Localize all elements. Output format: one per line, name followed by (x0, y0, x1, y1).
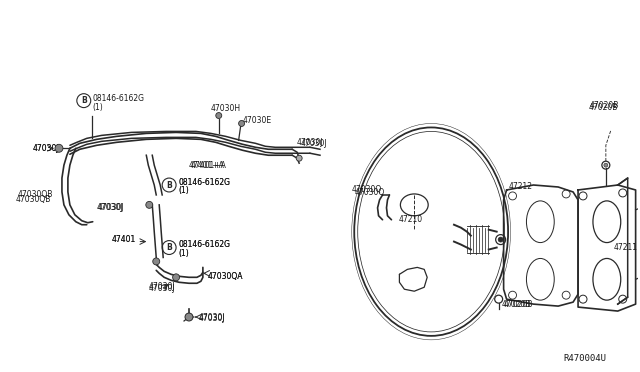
Text: 08146-6162G: 08146-6162G (178, 177, 230, 186)
Text: 47030H: 47030H (211, 104, 241, 113)
Text: 47030QB: 47030QB (15, 195, 51, 204)
Text: 47211: 47211 (614, 243, 637, 252)
Circle shape (498, 237, 503, 242)
Text: (1): (1) (93, 103, 104, 112)
Text: 47030J: 47030J (300, 139, 327, 148)
Circle shape (239, 121, 244, 126)
Circle shape (296, 155, 302, 161)
Circle shape (173, 274, 180, 281)
Text: 47020B: 47020B (502, 299, 531, 309)
Text: 47030J: 47030J (199, 312, 225, 321)
Text: (1): (1) (178, 186, 189, 195)
Text: 47030E: 47030E (243, 116, 272, 125)
Text: 47030J: 47030J (32, 144, 59, 153)
Text: 47030J: 47030J (98, 203, 124, 212)
Text: 47020B: 47020B (589, 103, 618, 112)
Text: (1): (1) (178, 249, 189, 258)
Text: 47020B: 47020B (590, 101, 620, 110)
Text: 47030Q: 47030Q (355, 189, 385, 198)
Text: 47030J: 47030J (148, 282, 175, 291)
Text: 47401: 47401 (111, 235, 136, 244)
Circle shape (185, 313, 193, 321)
Text: 08146-6162G: 08146-6162G (178, 240, 230, 249)
Circle shape (153, 258, 160, 265)
Text: 47030QB: 47030QB (17, 190, 52, 199)
Text: R470004U: R470004U (563, 354, 606, 363)
Text: 47030J: 47030J (199, 314, 225, 324)
Circle shape (604, 163, 608, 167)
Text: (1): (1) (178, 249, 189, 258)
Text: 47020B: 47020B (504, 299, 533, 309)
Text: B: B (81, 96, 86, 105)
Text: 47401: 47401 (111, 235, 136, 244)
Text: 47401+A: 47401+A (191, 161, 227, 170)
Circle shape (216, 113, 221, 119)
Text: 47030J: 47030J (296, 138, 323, 147)
Text: 47401+A: 47401+A (189, 161, 225, 170)
Circle shape (146, 201, 153, 208)
Text: 47210: 47210 (399, 215, 422, 224)
Text: 47030J: 47030J (97, 203, 124, 212)
Text: 47030J: 47030J (148, 284, 175, 293)
Text: 08146-6162G: 08146-6162G (178, 177, 230, 186)
Text: B: B (166, 180, 172, 189)
Text: 47030J: 47030J (32, 144, 59, 153)
Text: 47212: 47212 (509, 183, 532, 192)
Text: 47030QA: 47030QA (208, 272, 243, 281)
Text: 08146-6162G: 08146-6162G (178, 240, 230, 249)
Text: 47030QA: 47030QA (208, 272, 243, 281)
Text: 08146-6162G: 08146-6162G (93, 94, 145, 103)
Text: (1): (1) (178, 186, 189, 195)
Circle shape (55, 144, 63, 152)
Text: B: B (166, 243, 172, 252)
Text: 47030Q: 47030Q (352, 186, 382, 195)
